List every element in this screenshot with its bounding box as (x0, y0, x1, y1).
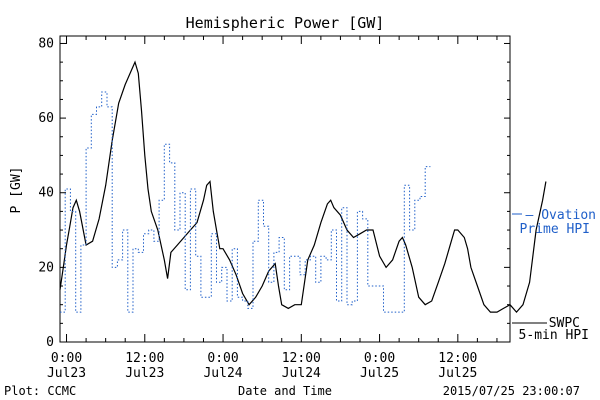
x-axis-label: Date and Time (238, 384, 332, 398)
x-tick-time-label: 12:00 (438, 351, 477, 366)
x-tick-time-label: 12:00 (282, 351, 321, 366)
swpc-hpi-series-line (59, 60, 547, 314)
series-layer (59, 60, 547, 314)
x-axis: 0:00Jul2312:00Jul230:00Jul2412:00Jul240:… (47, 36, 498, 381)
x-tick-date-label: Jul25 (360, 366, 399, 381)
timestamp-label: 2015/07/25 23:00:07 (443, 384, 580, 398)
y-tick-label: 40 (38, 186, 54, 201)
legend-ovation-label-line2: Prime HPI (520, 222, 590, 237)
y-tick-label: 20 (38, 260, 54, 275)
x-tick-date-label: Jul24 (203, 366, 242, 381)
plot-frame (59, 35, 511, 343)
x-tick-date-label: Jul23 (125, 366, 164, 381)
chart-title: Hemispheric Power [GW] (186, 14, 385, 32)
x-tick-time-label: 12:00 (125, 351, 164, 366)
legend-ovation-label-line1: – Ovation (526, 208, 596, 223)
x-tick-date-label: Jul25 (438, 366, 477, 381)
plot-area (59, 35, 511, 343)
y-axis: 0 20 40 60 80 (38, 36, 510, 350)
plot-source-label: Plot: CCMC (4, 384, 76, 398)
legend-swpc-label-line1: SWPC (549, 316, 580, 331)
x-tick-date-label: Jul24 (282, 366, 321, 381)
x-tick-time-label: 0:00 (207, 351, 238, 366)
y-tick-label: 80 (38, 36, 54, 51)
x-tick-date-label: Jul23 (47, 366, 86, 381)
y-tick-label: 60 (38, 111, 54, 126)
legend-swpc-label-line2: 5-min HPI (519, 328, 589, 343)
y-tick-label: 0 (46, 335, 54, 350)
y-axis-label: P [GW] (9, 167, 24, 214)
x-tick-time-label: 0:00 (364, 351, 395, 366)
ovation-prime-hpi-series-line (60, 91, 431, 313)
x-tick-time-label: 0:00 (51, 351, 82, 366)
